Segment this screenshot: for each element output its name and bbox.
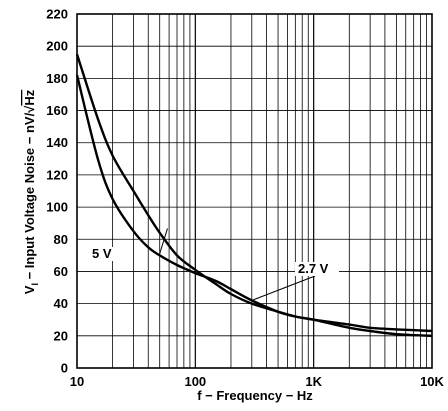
y-tick-label: 180 [46, 71, 68, 86]
y-tick-label: 160 [46, 103, 68, 118]
y-tick-label: 0 [61, 361, 68, 376]
grid-lines [77, 14, 432, 368]
annotation-leader-0 [159, 228, 168, 254]
tick-labels: 0 20 40 60 80 100 120 140 160 180 200 220 10 100 1K 10K [46, 7, 444, 390]
y-axis-title-radical: √ [22, 105, 37, 113]
y-axis-title: VI − Input Voltage Noise − nV/√Hz [22, 89, 40, 294]
y-tick-label: 120 [46, 167, 68, 182]
x-tick-label: 10K [420, 374, 444, 389]
series-layer [75, 53, 433, 337]
annotation-bg-0 [89, 247, 117, 261]
y-tick-label: 220 [46, 7, 68, 22]
y-tick-label: 40 [54, 296, 68, 311]
y-tick-label: 80 [54, 232, 68, 247]
y-tick-label: 140 [46, 135, 68, 150]
series-label-0: 5 V [92, 246, 112, 261]
y-axis-title-radicand: Hz [22, 89, 37, 105]
y-tick-label: 60 [54, 264, 68, 279]
y-tick-label: 20 [54, 328, 68, 343]
x-tick-label: 1K [305, 374, 322, 389]
series-annotations: 5 V 2.7 V [89, 228, 339, 301]
svg-text:VI − Input Voltage Noise − nV/: VI − Input Voltage Noise − nV/√Hz [22, 89, 40, 294]
x-tick-label: 100 [184, 374, 206, 389]
y-tick-label: 200 [46, 39, 68, 54]
y-axis-title-prefix: V [22, 285, 37, 294]
x-tick-label: 10 [70, 374, 84, 389]
y-tick-label: 100 [46, 200, 68, 215]
annotation-leader-1 [251, 275, 316, 301]
series-line-1 [75, 53, 433, 337]
plot-frame [76, 13, 433, 369]
y-axis-title-subscript: I [30, 283, 40, 286]
series-line-0 [75, 74, 433, 333]
y-axis-title-main: − Input Voltage Noise − nV/ [22, 112, 37, 283]
series-label-1: 2.7 V [298, 261, 329, 276]
x-axis-title: f − Frequency − Hz [197, 388, 313, 403]
annotation-bg-1 [295, 262, 339, 276]
